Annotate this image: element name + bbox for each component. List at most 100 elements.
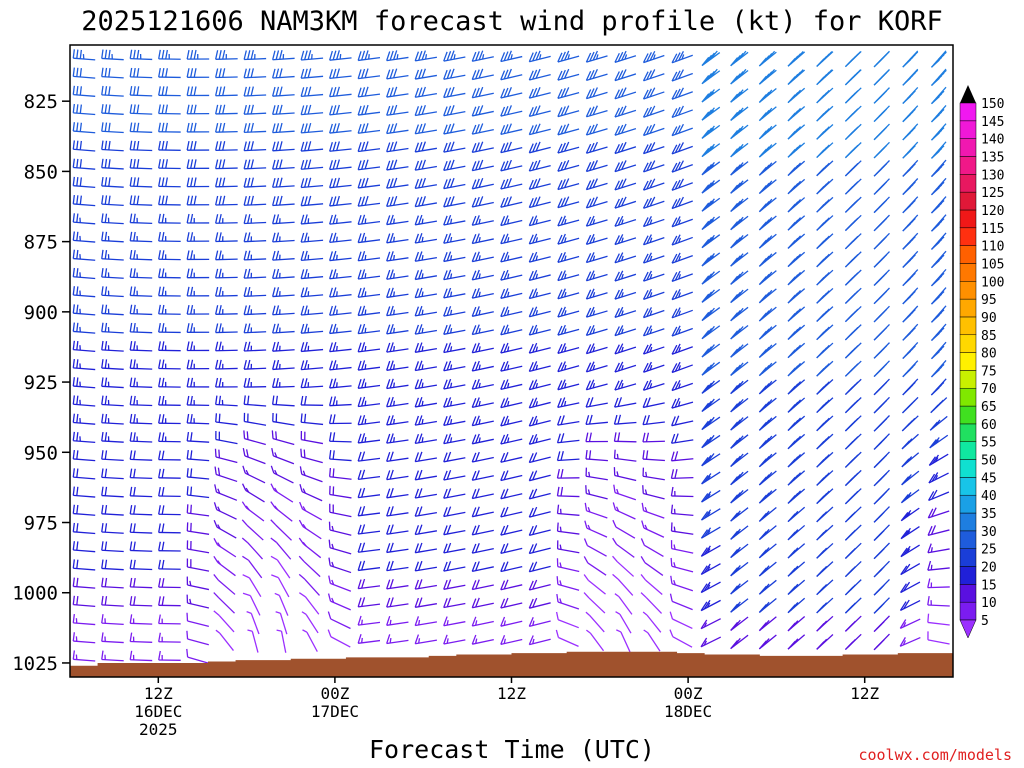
wind-barb: [129, 213, 153, 225]
wind-barb: [758, 306, 777, 322]
wind-barb: [443, 579, 466, 590]
wind-barb: [72, 158, 96, 170]
wind-barb: [129, 450, 153, 461]
wind-barb: [585, 160, 608, 173]
wind-barb: [557, 343, 580, 355]
wind-barb: [500, 561, 523, 573]
wind-barb: [101, 122, 124, 134]
wind-barb: [642, 142, 665, 155]
wind-barb: [300, 214, 324, 225]
wind-barb: [873, 633, 890, 651]
wind-barb: [701, 325, 721, 340]
wind-barb: [299, 501, 323, 521]
wind-barb: [443, 177, 466, 190]
wind-barb: [386, 323, 409, 335]
wind-barb: [557, 306, 580, 318]
wind-barb: [158, 268, 181, 279]
wind-barb: [557, 105, 580, 118]
wind-barb: [671, 216, 693, 228]
colorbar-label: 60: [981, 418, 997, 433]
wind-barb: [614, 270, 637, 282]
wind-barb: [101, 249, 124, 261]
wind-barb: [329, 305, 352, 316]
wind-barb: [214, 448, 238, 464]
wind-barb: [272, 214, 295, 225]
wind-barb: [386, 123, 409, 135]
wind-barb: [844, 105, 862, 122]
wind-barb: [642, 361, 665, 373]
wind-barb: [72, 431, 96, 444]
wind-barb: [386, 251, 409, 262]
wind-barb: [816, 542, 834, 559]
wind-barb: [443, 214, 466, 226]
wind-barb: [329, 323, 352, 335]
wind-barb: [243, 177, 267, 188]
wind-barb: [557, 361, 580, 373]
wind-barb: [272, 122, 295, 134]
colorbar-label: 65: [981, 400, 997, 415]
wind-barb: [670, 575, 694, 592]
wind-barb: [357, 396, 381, 408]
wind-barb: [443, 86, 466, 99]
wind-barb: [186, 630, 209, 646]
wind-barb: [243, 359, 267, 370]
wind-barb: [583, 574, 606, 595]
wind-barb: [186, 49, 210, 60]
colorbar-label: 20: [981, 561, 997, 576]
wind-barb: [500, 524, 523, 536]
wind-barb: [329, 485, 352, 499]
wind-barb: [386, 597, 409, 608]
wind-barb: [614, 288, 637, 300]
wind-barb: [101, 85, 124, 97]
wind-barb: [500, 506, 523, 518]
wind-barb: [272, 305, 295, 316]
wind-barb: [443, 251, 466, 263]
wind-barb: [215, 159, 238, 170]
wind-barb: [327, 629, 351, 648]
wind-barb: [300, 268, 324, 280]
wind-barb: [730, 197, 749, 213]
wind-barb: [730, 634, 749, 650]
wind-barb: [386, 579, 409, 590]
wind-barb: [585, 324, 608, 337]
wind-barb: [642, 105, 665, 118]
wind-barb: [700, 618, 721, 630]
wind-barb: [902, 360, 919, 378]
colorbar-segment: [959, 352, 977, 371]
wind-barb: [101, 632, 124, 644]
wind-barb: [670, 504, 694, 517]
wind-barb: [241, 537, 264, 560]
wind-barb: [701, 361, 721, 376]
wind-barb: [158, 177, 181, 188]
wind-barb: [930, 50, 947, 68]
wind-barb: [528, 342, 551, 354]
wind-barb: [873, 305, 890, 323]
wind-barb: [101, 413, 124, 425]
wind-barb: [642, 379, 665, 391]
colorbar-label: 30: [981, 525, 997, 540]
wind-barb: [642, 234, 665, 246]
wind-barb: [873, 178, 890, 195]
wind-barb: [300, 250, 324, 261]
wind-barb: [443, 524, 466, 536]
wind-barb: [158, 195, 181, 206]
colorbar-segment: [959, 405, 977, 425]
wind-barb: [186, 232, 210, 242]
wind-barb: [671, 270, 693, 282]
wind-barb: [557, 288, 580, 300]
wind-barb: [642, 87, 665, 100]
wind-barb: [129, 158, 153, 170]
y-tick-label: 1000: [12, 583, 58, 605]
wind-barb: [816, 196, 834, 213]
wind-barb: [101, 486, 124, 498]
wind-barb: [215, 430, 238, 445]
wind-barb: [787, 124, 806, 140]
wind-barb: [557, 324, 580, 336]
wind-barb: [902, 214, 919, 232]
wind-barb: [816, 178, 834, 195]
wind-barb: [816, 124, 834, 140]
wind-barb: [556, 486, 580, 498]
wind-barb: [500, 233, 523, 245]
wind-barb: [302, 629, 318, 652]
